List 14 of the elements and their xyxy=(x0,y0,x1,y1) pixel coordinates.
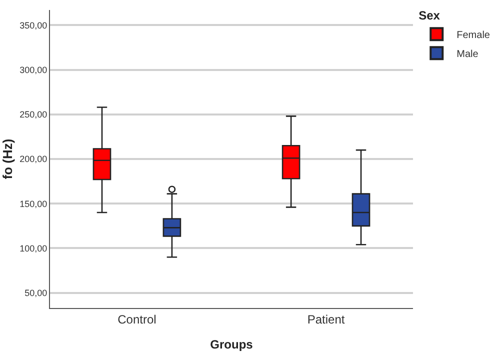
y-tick-label: 100,00 xyxy=(20,243,48,254)
x-axis-title: Groups xyxy=(210,337,254,352)
x-tick-label: Patient xyxy=(307,312,346,326)
x-tick-label: Control xyxy=(118,312,156,326)
y-tick-label: 250,00 xyxy=(20,110,48,120)
legend-title: Sex xyxy=(418,8,440,23)
y-tick-label: 200,00 xyxy=(20,154,48,164)
legend-label: Female xyxy=(456,30,490,42)
y-tick-label: 150,00 xyxy=(20,198,48,209)
y-tick-label: 300,00 xyxy=(20,64,48,75)
y-tick-label: 50,00 xyxy=(24,288,48,298)
legend-label: Male xyxy=(456,49,479,60)
y-axis-title: fo (Hz) xyxy=(0,138,15,180)
y-tick-label: 350,00 xyxy=(20,20,48,30)
